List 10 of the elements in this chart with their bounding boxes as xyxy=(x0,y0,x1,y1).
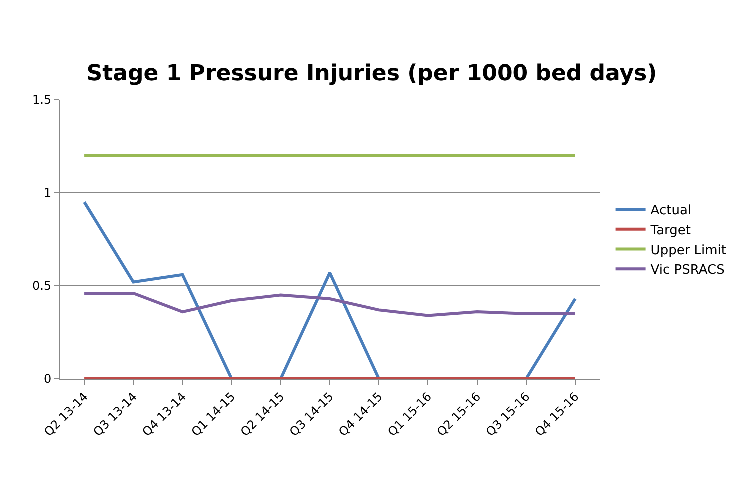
y-tick-label: 1.5 xyxy=(32,93,52,108)
y-tick-label: 0.5 xyxy=(32,279,52,294)
legend-label: Actual xyxy=(650,204,692,219)
legend-label: Target xyxy=(650,223,692,238)
y-tick-label: 1 xyxy=(44,186,52,200)
line-series xyxy=(83,292,577,318)
y-tick-label: 0 xyxy=(44,372,52,386)
chart-title: Stage 1 Pressure Injuries (per 1000 bed days) xyxy=(86,61,658,86)
legend-label: Vic PSRACS xyxy=(650,263,725,278)
legend-label: Upper Limit xyxy=(650,243,727,258)
